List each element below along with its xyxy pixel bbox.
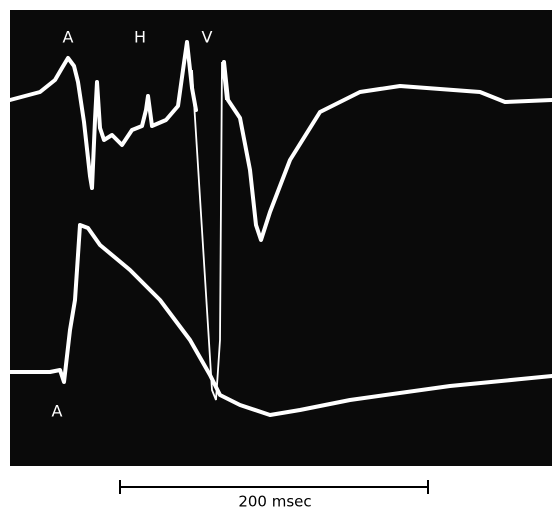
trace-label: H [134, 28, 146, 47]
trace-label: A [52, 402, 63, 421]
trace-label: V [202, 28, 213, 47]
figure: A H V A 200 msec [0, 0, 552, 512]
trace-label: A [63, 28, 74, 47]
recording-panel [10, 10, 552, 466]
scale-bar-label: 200 msec [238, 493, 311, 511]
